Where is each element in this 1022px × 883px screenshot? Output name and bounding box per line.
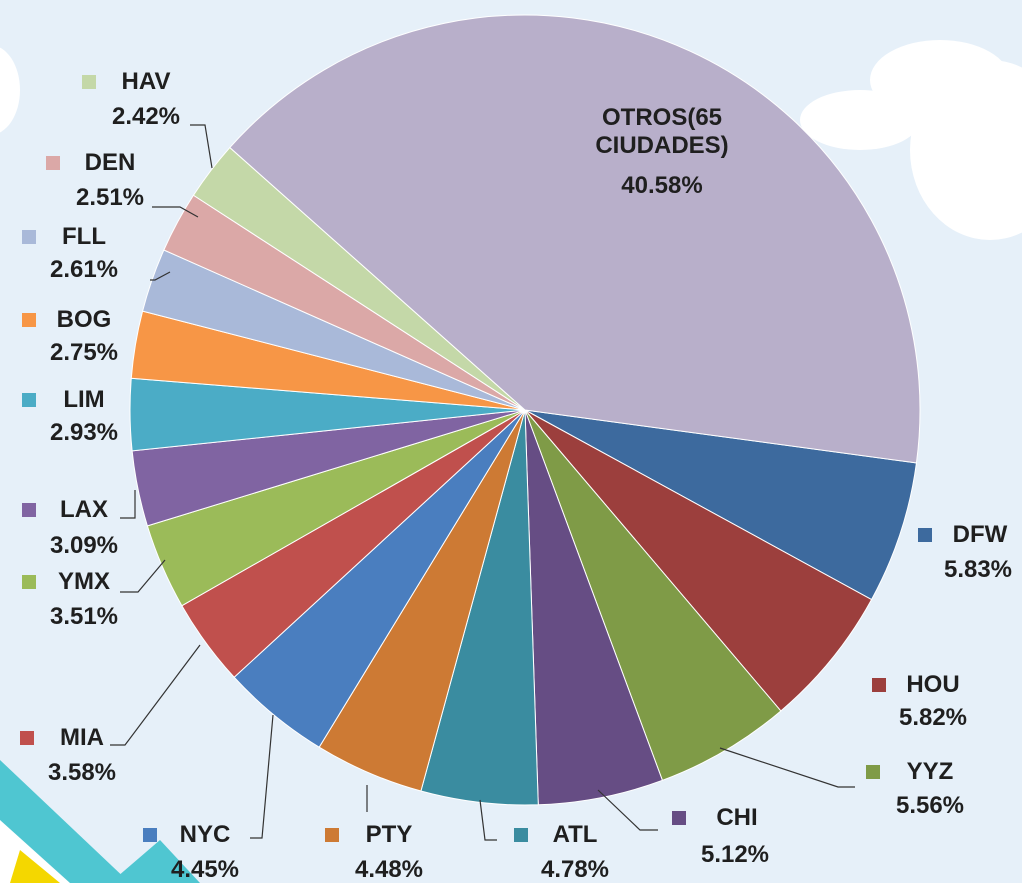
slice-percent: 5.82% <box>899 704 967 732</box>
legend-swatch <box>22 313 36 327</box>
slice-name: DFW <box>953 521 1008 549</box>
slice-name: MIA <box>60 724 104 752</box>
slice-percent: 4.45% <box>171 856 239 883</box>
legend-swatch <box>866 765 880 779</box>
slice-percent: 2.75% <box>50 339 118 367</box>
legend-swatch <box>918 528 932 542</box>
legend-swatch <box>514 828 528 842</box>
slice-percent: 2.61% <box>50 256 118 284</box>
legend-swatch <box>20 731 34 745</box>
legend-swatch <box>22 230 36 244</box>
leader-line <box>720 748 855 787</box>
slice-percent: 2.42% <box>112 103 180 131</box>
slice-percent: 4.78% <box>541 856 609 883</box>
leader-line <box>190 125 212 168</box>
leader-line <box>250 715 273 838</box>
slice-name: PTY <box>366 821 413 849</box>
slice-percent: 3.09% <box>50 532 118 560</box>
legend-swatch <box>143 828 157 842</box>
legend-swatch <box>325 828 339 842</box>
slice-percent: 2.51% <box>76 184 144 212</box>
chart: DFW 5.83% HOU 5.82% YYZ 5.56% CHI 5.12% ATL 4.78%… <box>0 0 1022 883</box>
leader-line <box>120 490 135 518</box>
slice-name: CHI <box>716 804 757 832</box>
slice-percent: 5.56% <box>896 792 964 820</box>
slice-name: OTROS(65 CIUDADES) <box>577 104 747 160</box>
slice-name: NYC <box>180 821 231 849</box>
slice-name: DEN <box>85 149 136 177</box>
legend-swatch <box>46 156 60 170</box>
legend-swatch <box>672 811 686 825</box>
slice-percent: 40.58% <box>621 172 702 200</box>
leader-line <box>120 560 165 592</box>
slice-name: HOU <box>906 671 959 699</box>
slice-percent: 5.12% <box>701 841 769 869</box>
slice-percent: 2.93% <box>50 419 118 447</box>
slice-percent: 3.58% <box>48 759 116 787</box>
leader-line <box>480 800 497 840</box>
slice-name: YMX <box>58 568 110 596</box>
slice-percent: 3.51% <box>50 603 118 631</box>
legend-swatch <box>82 75 96 89</box>
slice-percent: 5.83% <box>944 556 1012 584</box>
legend-swatch <box>22 393 36 407</box>
slice-percent: 4.48% <box>355 856 423 883</box>
slice-name: HAV <box>122 68 171 96</box>
slice-name: BOG <box>57 306 112 334</box>
legend-swatch <box>872 678 886 692</box>
chart-canvas <box>0 0 1022 883</box>
slice-name: FLL <box>62 223 106 251</box>
leader-line <box>110 645 200 745</box>
slice-name: YYZ <box>907 758 954 786</box>
slice-name: LAX <box>60 496 108 524</box>
slice-name: LIM <box>63 386 104 414</box>
legend-swatch <box>22 575 36 589</box>
slice-name: ATL <box>553 821 598 849</box>
legend-swatch <box>22 503 36 517</box>
